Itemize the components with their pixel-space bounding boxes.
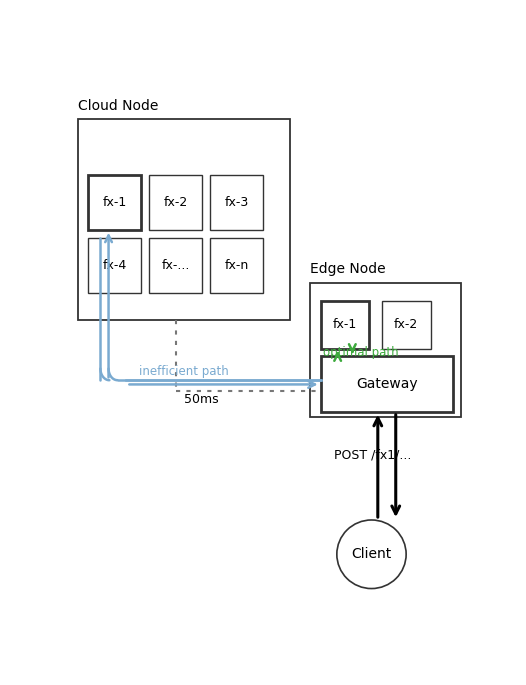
- Text: 50ms: 50ms: [184, 393, 219, 406]
- Text: Client: Client: [351, 547, 392, 561]
- Text: POST /fx1/...: POST /fx1/...: [334, 449, 411, 462]
- Text: fx-n: fx-n: [225, 259, 249, 272]
- Text: fx-2: fx-2: [164, 196, 188, 209]
- Text: fx-4: fx-4: [103, 259, 127, 272]
- Text: fx-2: fx-2: [394, 319, 418, 332]
- Bar: [320, 301, 369, 349]
- Bar: [210, 238, 264, 293]
- Text: fx-3: fx-3: [225, 196, 249, 209]
- Text: fx-...: fx-...: [161, 259, 190, 272]
- Text: Edge Node: Edge Node: [310, 262, 386, 276]
- Bar: [382, 301, 431, 349]
- Bar: [149, 175, 203, 230]
- Bar: [149, 238, 203, 293]
- Text: Gateway: Gateway: [356, 377, 418, 391]
- Text: inefficient path: inefficient path: [139, 364, 229, 377]
- Text: fx-1: fx-1: [103, 196, 127, 209]
- Bar: [310, 283, 461, 417]
- Text: Cloud Node: Cloud Node: [78, 99, 158, 113]
- Text: fx-1: fx-1: [333, 319, 357, 332]
- Bar: [320, 356, 453, 412]
- Bar: [78, 119, 290, 319]
- Ellipse shape: [337, 520, 406, 588]
- Bar: [210, 175, 264, 230]
- Bar: [88, 175, 141, 230]
- Text: optimal path: optimal path: [322, 346, 398, 359]
- Bar: [88, 238, 141, 293]
